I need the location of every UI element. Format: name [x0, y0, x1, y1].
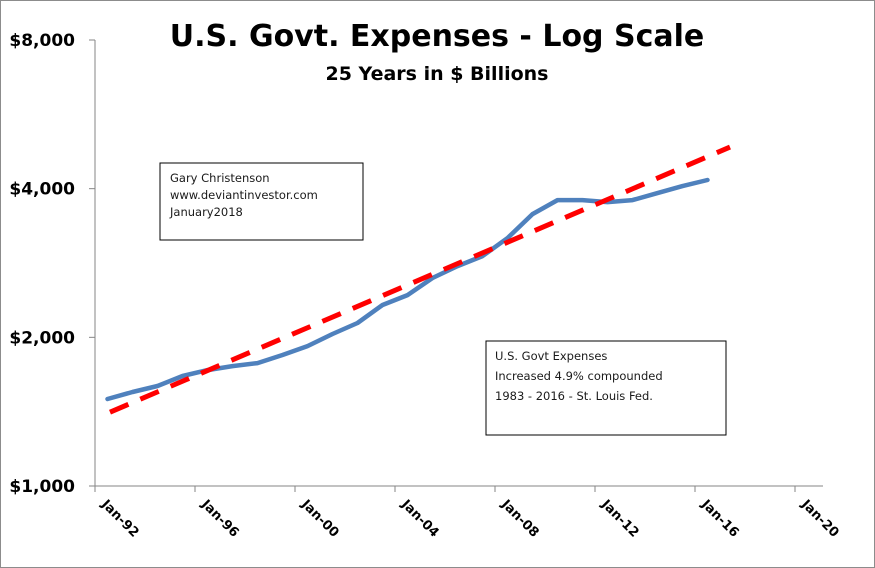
author-note-line: Gary Christenson: [170, 171, 270, 185]
author-note-line: www.deviantinvestor.com: [170, 188, 318, 202]
x-tick-label: Jan-96: [197, 497, 241, 541]
chart-subtitle: 25 Years in $ Billions: [326, 63, 549, 85]
y-tick-label: $2,000: [9, 328, 75, 348]
growth-note-line: Increased 4.9% compounded: [495, 369, 663, 383]
author-note-box: Gary Christenson www.deviantinvestor.com…: [159, 162, 364, 241]
x-tick-label: Jan-92: [97, 497, 141, 541]
x-tick-label: Jan-20: [797, 497, 841, 541]
x-tick-label: Jan-08: [497, 497, 541, 541]
growth-note-line: U.S. Govt Expenses: [495, 349, 607, 363]
x-ticks: Jan-92 Jan-96 Jan-00 Jan-04 Jan-08 Jan-12 Jan-…: [94, 486, 842, 541]
growth-note-line: 1983 - 2016 - St. Louis Fed.: [495, 389, 653, 403]
author-note-frame: [159, 162, 364, 241]
growth-note-box: U.S. Govt Expenses Increased 4.9% compou…: [485, 340, 727, 436]
x-tick-label: Jan-00: [297, 497, 341, 541]
x-tick-label: Jan-12: [597, 497, 641, 541]
y-tick-label: $1,000: [9, 477, 75, 497]
x-tick-label: Jan-16: [697, 497, 741, 541]
series-layer: [105, 144, 731, 415]
y-ticks: $1,000 $2,000 $4,000 $8,000: [9, 31, 95, 497]
chart-title: U.S. Govt. Expenses - Log Scale: [170, 19, 705, 54]
y-tick-label: $4,000: [9, 180, 75, 200]
y-tick-label: $8,000: [9, 31, 75, 51]
growth-note-frame: [485, 340, 727, 436]
x-tick-label: Jan-04: [397, 497, 441, 541]
author-note-line: January2018: [169, 205, 243, 219]
trend-line-dashed: [109, 144, 731, 415]
